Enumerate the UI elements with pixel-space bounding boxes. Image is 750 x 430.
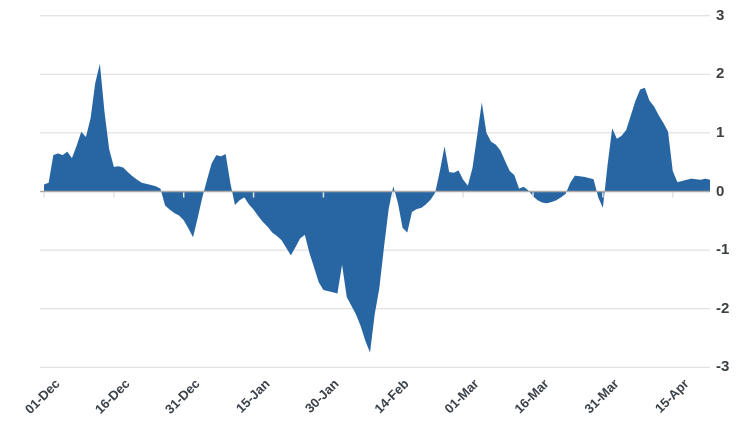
y-axis-label: -1 xyxy=(716,241,730,259)
y-axis-label: -3 xyxy=(716,358,730,376)
y-axis-label: -2 xyxy=(716,299,730,317)
area-series xyxy=(44,63,710,353)
y-axis-label: 2 xyxy=(716,65,725,83)
y-axis-label: 1 xyxy=(716,123,725,141)
y-axis-label: 3 xyxy=(716,6,725,24)
y-axis-label: 0 xyxy=(716,182,725,200)
